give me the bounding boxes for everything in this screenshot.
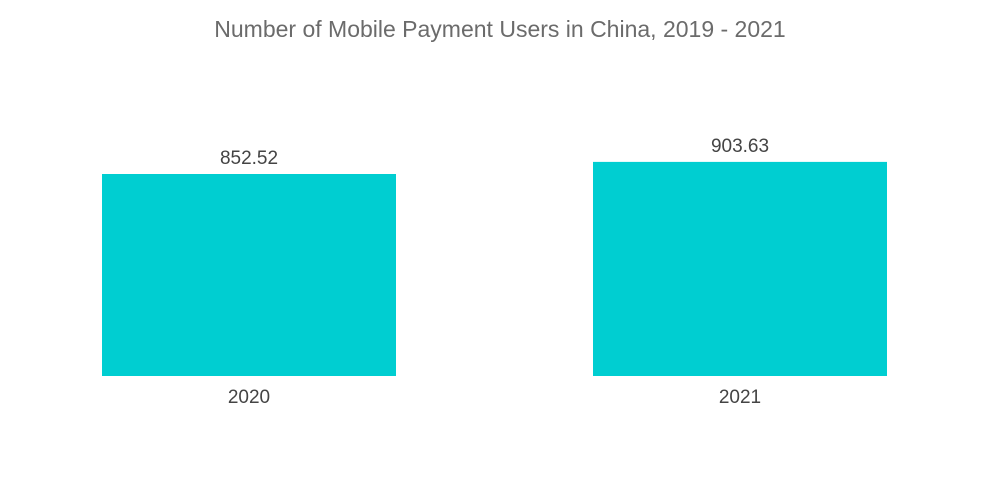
value-label-2021: 903.63 [711, 136, 769, 157]
value-label-2020: 852.52 [220, 148, 278, 169]
bar-2021 [593, 161, 887, 376]
x-tick-label-2020: 2020 [228, 387, 270, 408]
bar-2020 [102, 174, 396, 376]
bars-group [102, 161, 887, 376]
chart-title: Number of Mobile Payment Users in China,… [214, 16, 786, 42]
x-tick-label-2021: 2021 [719, 387, 761, 408]
value-labels-group: 852.52 903.63 [220, 136, 769, 169]
x-axis-ticks: 2020 2021 [228, 387, 761, 408]
